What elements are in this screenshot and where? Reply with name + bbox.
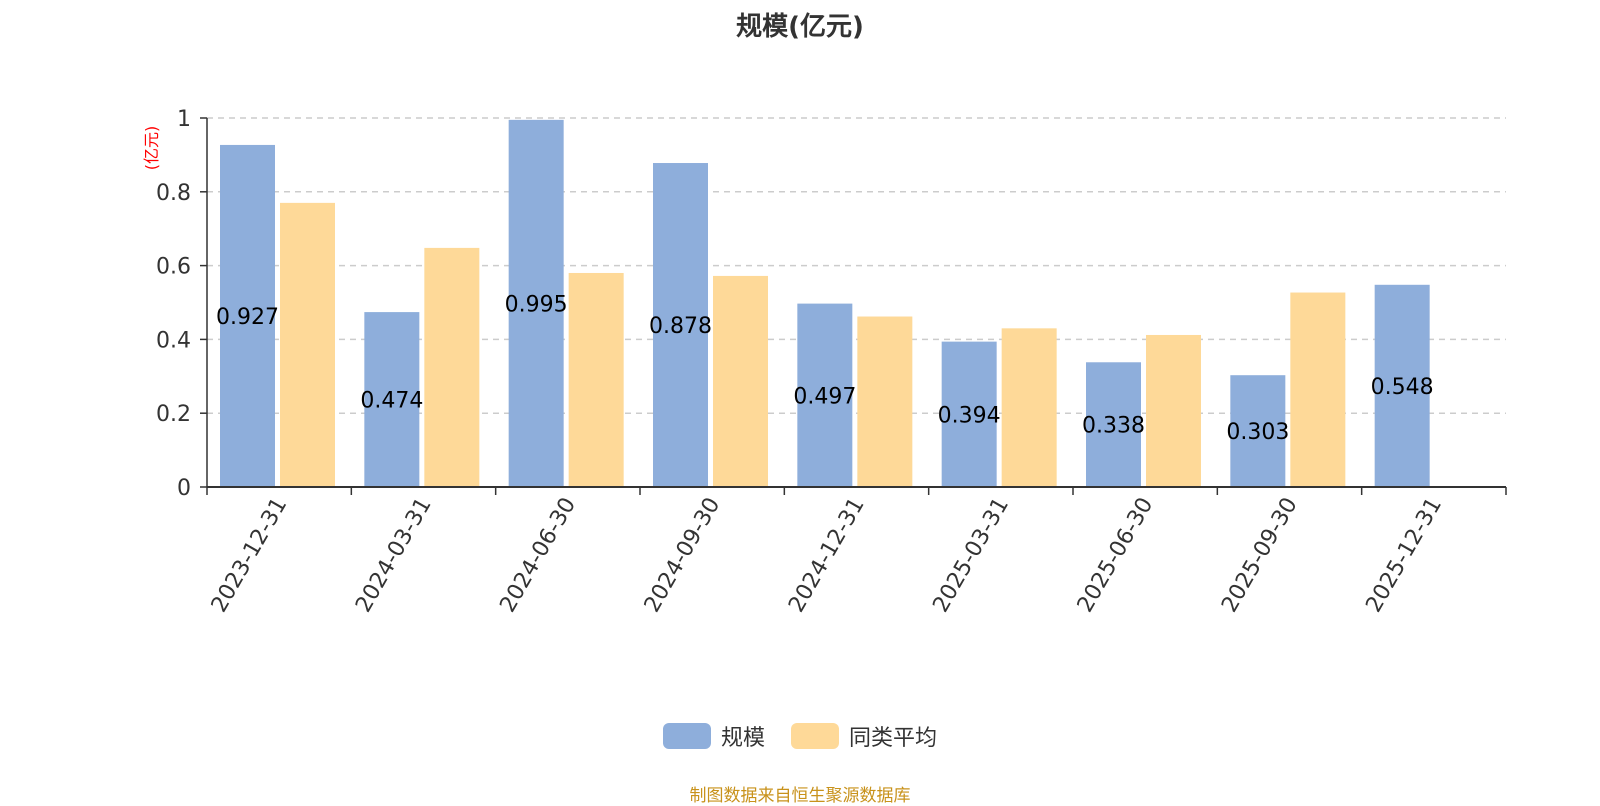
legend-label-peer-average: 同类平均 bbox=[849, 726, 938, 751]
legend-swatch-peer-average bbox=[791, 723, 839, 749]
data-label: 0.878 bbox=[649, 314, 712, 339]
y-tick-label: 0.8 bbox=[156, 181, 191, 206]
bar-peer-average bbox=[568, 272, 624, 487]
bar-peer-average bbox=[424, 247, 480, 487]
y-tick-label: 0 bbox=[177, 476, 191, 501]
y-tick-label: 0.4 bbox=[156, 328, 191, 353]
data-label: 0.927 bbox=[216, 305, 279, 330]
bar-scale bbox=[653, 163, 708, 487]
legend-item-peer-average[interactable]: 同类平均 bbox=[791, 720, 937, 752]
x-tick-label: 2024-12-31 bbox=[784, 494, 870, 617]
x-tick-label: 2025-09-30 bbox=[1217, 494, 1303, 617]
y-tick-label: 1 bbox=[177, 107, 191, 132]
x-tick-label: 2024-06-30 bbox=[495, 494, 581, 617]
bar-peer-average bbox=[280, 202, 335, 487]
legend: 规模 同类平均 bbox=[0, 720, 1600, 752]
bars bbox=[220, 119, 1430, 487]
bar-scale bbox=[1230, 375, 1286, 487]
bar-scale bbox=[1086, 362, 1141, 487]
x-tick-label: 2025-12-31 bbox=[1361, 494, 1447, 617]
y-tick-label: 0.2 bbox=[156, 402, 191, 427]
data-label: 0.474 bbox=[360, 389, 423, 414]
x-tick-label: 2025-03-31 bbox=[928, 493, 1014, 616]
data-label: 0.303 bbox=[1226, 420, 1289, 445]
bar-peer-average bbox=[1146, 334, 1201, 487]
bar-scale bbox=[941, 341, 997, 487]
chart-title: 规模(亿元) bbox=[736, 12, 864, 42]
x-tick-label: 2024-09-30 bbox=[640, 494, 726, 617]
x-tick-label: 2025-06-30 bbox=[1073, 494, 1159, 617]
data-label: 0.995 bbox=[505, 292, 568, 317]
legend-label-scale: 规模 bbox=[720, 726, 765, 751]
data-label: 0.548 bbox=[1371, 375, 1434, 400]
x-tick-label: 2023-12-31 bbox=[207, 494, 293, 617]
bar-peer-average bbox=[713, 275, 768, 487]
data-label: 0.394 bbox=[938, 403, 1001, 428]
gridlines bbox=[207, 117, 1506, 414]
x-tick-label: 2024-03-31 bbox=[351, 494, 437, 617]
legend-item-scale[interactable]: 规模 bbox=[662, 720, 765, 752]
bar-peer-average bbox=[1001, 328, 1057, 487]
data-label: 0.338 bbox=[1082, 414, 1145, 439]
bar-scale bbox=[797, 303, 853, 487]
legend-swatch-scale bbox=[662, 723, 711, 749]
bar-scale bbox=[364, 312, 420, 487]
bar-scale bbox=[220, 144, 275, 487]
data-labels: 0.927 0.474 0.995 0.878 0.497 0.394 0.338 0.303… bbox=[216, 292, 1434, 445]
y-tick-label: 0.6 bbox=[156, 255, 191, 280]
source-note: 制图数据来自恒生聚源数据库 bbox=[689, 786, 911, 806]
bar-scale bbox=[1374, 284, 1430, 487]
data-label: 0.497 bbox=[793, 384, 856, 409]
bar-peer-average bbox=[857, 316, 913, 487]
bar-scale bbox=[508, 119, 564, 487]
bar-peer-average bbox=[1290, 292, 1346, 487]
